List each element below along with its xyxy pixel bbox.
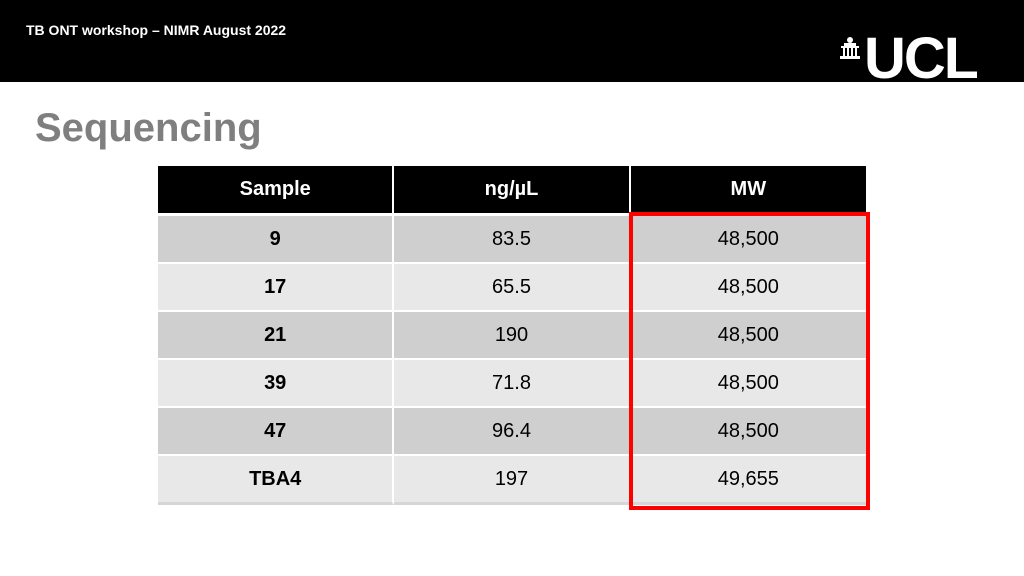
cell-sample: 17 xyxy=(158,264,395,312)
cell-concentration: 83.5 xyxy=(394,216,631,264)
ucl-portico-icon xyxy=(840,37,860,59)
cell-mw: 48,500 xyxy=(630,264,866,312)
header-title: TB ONT workshop – NIMR August 2022 xyxy=(26,22,287,38)
cell-mw: 48,500 xyxy=(630,312,866,360)
table-row: 47 96.4 48,500 xyxy=(158,408,866,456)
cell-concentration: 197 xyxy=(394,456,631,505)
cell-sample: 9 xyxy=(158,216,395,264)
ucl-logo: UCL xyxy=(840,36,977,82)
cell-mw: 48,500 xyxy=(630,408,866,456)
cell-mw: 48,500 xyxy=(630,216,866,264)
table-header-row: Sample ng/µL MW xyxy=(158,166,866,216)
table-row: 39 71.8 48,500 xyxy=(158,360,866,408)
cell-sample: 39 xyxy=(158,360,395,408)
ucl-logo-text: UCL xyxy=(864,36,978,82)
sequencing-table: Sample ng/µL MW 9 83.5 48,500 17 65.5 48… xyxy=(158,166,866,505)
cell-concentration: 96.4 xyxy=(394,408,631,456)
table-row: 9 83.5 48,500 xyxy=(158,216,866,264)
table-row: TBA4 197 49,655 xyxy=(158,456,866,505)
cell-mw: 49,655 xyxy=(630,456,866,505)
column-header-sample: Sample xyxy=(158,166,395,216)
table-row: 17 65.5 48,500 xyxy=(158,264,866,312)
cell-mw: 48,500 xyxy=(630,360,866,408)
cell-concentration: 190 xyxy=(394,312,631,360)
cell-sample: TBA4 xyxy=(158,456,395,505)
column-header-mw: MW xyxy=(630,166,866,216)
page-title: Sequencing xyxy=(35,106,262,150)
table-row: 21 190 48,500 xyxy=(158,312,866,360)
cell-concentration: 71.8 xyxy=(394,360,631,408)
cell-sample: 47 xyxy=(158,408,395,456)
header-bar: TB ONT workshop – NIMR August 2022 UCL xyxy=(0,0,1024,82)
column-header-concentration: ng/µL xyxy=(394,166,631,216)
cell-sample: 21 xyxy=(158,312,395,360)
cell-concentration: 65.5 xyxy=(394,264,631,312)
